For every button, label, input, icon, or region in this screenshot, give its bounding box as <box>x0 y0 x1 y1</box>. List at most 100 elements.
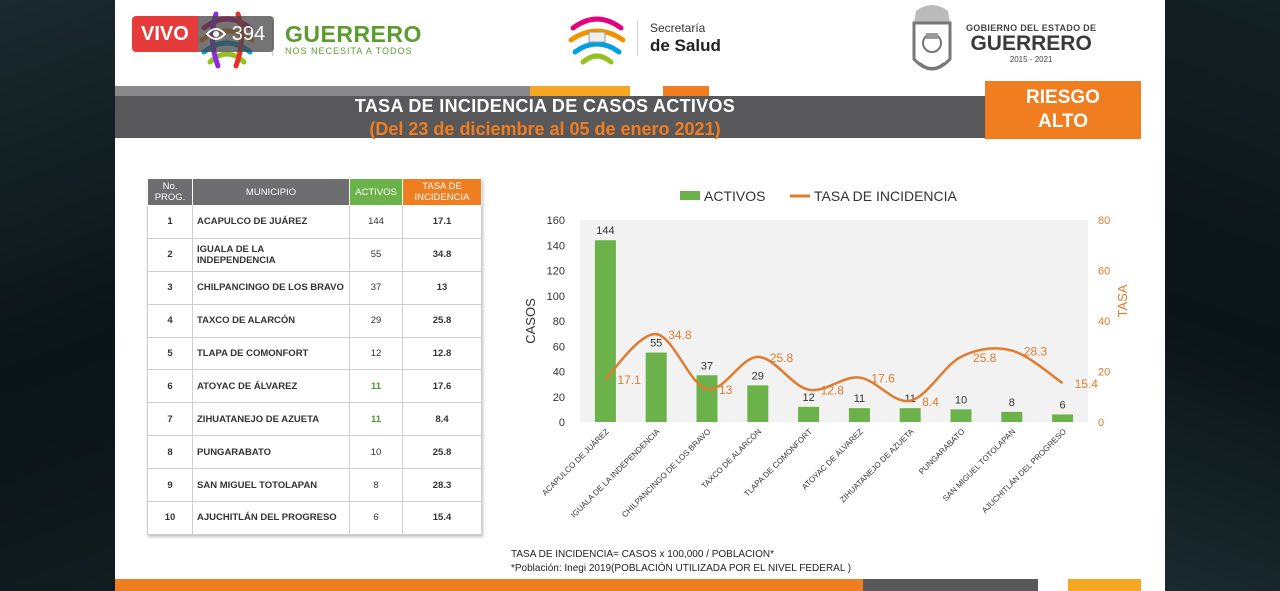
y-tick-label: 160 <box>547 215 565 227</box>
x-tick-label: IGUALA DE LA INDEPENDENCIA <box>569 427 662 520</box>
legend-label-activos: ACTIVOS <box>704 188 765 204</box>
header-tasa: TASA DE INCIDENCIA <box>402 178 482 206</box>
bar-activos <box>798 406 820 422</box>
bottom-bar-yellow <box>1068 579 1141 591</box>
cell-municipio: CHILPANCINGO DE LOS BRAVO <box>192 270 350 305</box>
cell-municipio: AJUCHITLÁN DEL PROGRESO <box>192 501 350 535</box>
cell-no: 8 <box>147 435 193 470</box>
y2-tick-label: 40 <box>1098 316 1110 328</box>
y-tick-label: 0 <box>559 417 565 429</box>
cell-no: 10 <box>147 501 193 535</box>
cell-no: 9 <box>147 468 193 503</box>
x-tick-label: PUNGARABATO <box>917 427 966 476</box>
gobierno-logo: GOBIERNO DEL ESTADO DE GUERRERO 2015 - 2… <box>906 3 1096 83</box>
cell-no: 7 <box>147 402 193 437</box>
y2-tick-label: 60 <box>1098 266 1110 278</box>
live-badge[interactable]: VIVO 394 <box>132 16 275 52</box>
title-bar <box>115 96 985 138</box>
municipality-table: No. PROG. MUNICIPIO ACTIVOS TASA DE INCI… <box>147 178 482 535</box>
bar-value-label: 6 <box>1060 399 1066 411</box>
cell-activos: 6 <box>349 501 403 535</box>
bar-value-label: 37 <box>701 360 713 372</box>
bar-value-label: 29 <box>752 370 764 382</box>
cell-municipio: SAN MIGUEL TOTOLAPAN <box>192 468 350 503</box>
footnote-line2: *Población: Inegi 2019(POBLACIÓN UTILIZA… <box>511 563 852 574</box>
cell-tasa: 25.8 <box>402 435 482 470</box>
bar-activos <box>950 409 972 422</box>
y2-tick-label: 20 <box>1098 367 1110 379</box>
header-municipio: MUNICIPIO <box>192 178 350 206</box>
y-tick-label: 140 <box>547 240 565 252</box>
bar-activos <box>1001 411 1023 422</box>
cell-no: 1 <box>147 205 193 239</box>
cell-municipio: ZIHUATANEJO DE AZUETA <box>192 402 350 437</box>
line-value-label: 34.8 <box>668 328 692 342</box>
cell-municipio: PUNGARABATO <box>192 435 350 470</box>
legend-swatch-activos <box>680 191 700 200</box>
cell-tasa: 13 <box>402 270 482 305</box>
cell-municipio: ACAPULCO DE JUÁREZ <box>192 205 350 239</box>
cell-municipio: TAXCO DE ALARCÓN <box>192 303 350 338</box>
table-row: 7 ZIHUATANEJO DE AZUETA 11 8.4 <box>147 402 482 437</box>
table-row: 1 ACAPULCO DE JUÁREZ 144 17.1 <box>147 205 482 239</box>
y2-tick-label: 80 <box>1098 215 1110 227</box>
y-tick-label: 40 <box>553 367 565 379</box>
page-subtitle: (Del 23 de diciembre al 05 de enero 2021… <box>369 119 721 139</box>
cell-municipio: TLAPA DE COMONFORT <box>192 336 350 371</box>
header-tasa-line1: TASA DE <box>422 181 462 192</box>
salud-line1: Secretaría <box>650 20 706 35</box>
salud-emblem-icon <box>568 16 626 65</box>
y-tick-label: 120 <box>547 266 565 278</box>
bar-activos <box>645 352 667 422</box>
cell-tasa: 25.8 <box>402 303 482 338</box>
line-value-label: 12.8 <box>821 384 845 398</box>
cell-tasa: 8.4 <box>402 402 482 437</box>
page-title: TASA DE INCIDENCIA DE CASOS ACTIVOS <box>354 96 736 116</box>
bar-value-label: 12 <box>802 392 814 404</box>
bar-value-label: 11 <box>904 393 915 405</box>
table-row: 6 ATOYAC DE ÁLVAREZ 11 17.6 <box>147 369 482 404</box>
cell-no: 5 <box>147 336 193 371</box>
cell-no: 4 <box>147 303 193 338</box>
guerrero-subtitle: NOS NECESITA A TODOS <box>285 46 413 56</box>
y-tick-label: 60 <box>553 341 565 353</box>
bar-activos <box>747 385 769 422</box>
cell-activos: 12 <box>349 336 403 371</box>
header-tasa-line2: INCIDENCIA <box>414 192 470 203</box>
gobierno-years: 2015 - 2021 <box>1009 54 1053 64</box>
cell-activos: 55 <box>349 237 403 272</box>
cell-activos: 11 <box>349 369 403 404</box>
cell-activos: 144 <box>349 205 403 239</box>
risk-line2: ALTO <box>1038 111 1088 132</box>
cell-tasa: 28.3 <box>402 468 482 503</box>
y-tick-label: 20 <box>553 392 565 404</box>
bottom-bar-orange <box>115 579 863 591</box>
cell-tasa: 34.8 <box>402 237 482 272</box>
bar-value-label: 11 <box>854 393 865 405</box>
background-right <box>1165 0 1280 591</box>
header-no: No. PROG. <box>147 178 193 206</box>
footnote-line1: TASA DE INCIDENCIA= CASOS x 100,000 / PO… <box>511 549 774 560</box>
line-value-label: 25.8 <box>973 351 997 365</box>
line-value-label: 13 <box>719 383 733 397</box>
cell-activos: 29 <box>349 303 403 338</box>
bar-value-label: 8 <box>1009 397 1015 409</box>
cell-no: 6 <box>147 369 193 404</box>
cell-no: 2 <box>147 237 193 272</box>
line-value-label: 17.6 <box>871 372 895 386</box>
guerrero-title: GUERRERO <box>285 21 422 47</box>
risk-line1: RIESGO <box>1026 87 1100 108</box>
salud-line2: de Salud <box>650 35 721 55</box>
line-value-label: 28.3 <box>1024 345 1048 359</box>
gobierno-line2: GUERRERO <box>970 31 1092 55</box>
bar-activos <box>899 408 921 422</box>
header-activos: ACTIVOS <box>349 178 403 206</box>
y2-axis-title: TASA <box>1115 284 1130 317</box>
bar-value-label: 10 <box>955 394 967 406</box>
cell-activos: 10 <box>349 435 403 470</box>
bar-value-label: 55 <box>650 338 662 350</box>
bar-value-label: 144 <box>596 225 614 237</box>
y-axis-title: CASOS <box>523 298 538 344</box>
x-tick-label: CHILPANCINGO DE LOS BRAVO <box>620 427 712 519</box>
table-row: 8 PUNGARABATO 10 25.8 <box>147 435 482 470</box>
